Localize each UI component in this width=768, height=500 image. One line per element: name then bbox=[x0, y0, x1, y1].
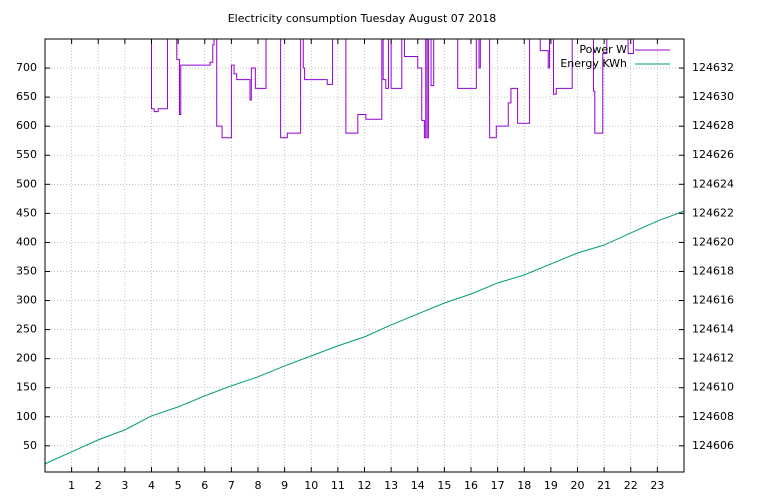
x-tick-label: 21 bbox=[597, 479, 611, 492]
x-tick-label: 22 bbox=[624, 479, 638, 492]
y2-tick-label: 124632 bbox=[692, 61, 734, 74]
x-tick-label: 1 bbox=[68, 479, 75, 492]
y-tick-label: 100 bbox=[16, 410, 37, 423]
legend-label: Energy KWh bbox=[560, 57, 627, 70]
x-tick-label: 17 bbox=[491, 479, 505, 492]
x-tick-label: 9 bbox=[281, 479, 288, 492]
grid bbox=[45, 39, 684, 472]
y-tick-label: 500 bbox=[16, 177, 37, 190]
x-tick-label: 4 bbox=[148, 479, 155, 492]
x-tick-label: 19 bbox=[544, 479, 558, 492]
y2-tick-label: 124618 bbox=[692, 264, 734, 277]
x-tick-label: 8 bbox=[255, 479, 262, 492]
y2-tick-label: 124616 bbox=[692, 294, 734, 307]
x-tick-label: 20 bbox=[571, 479, 585, 492]
y-tick-label: 600 bbox=[16, 119, 37, 132]
y2-tick-label: 124628 bbox=[692, 119, 734, 132]
x-tick-label: 14 bbox=[411, 479, 425, 492]
y-tick-label: 50 bbox=[23, 439, 37, 452]
x-tick-label: 5 bbox=[175, 479, 182, 492]
x-tick-label: 10 bbox=[304, 479, 318, 492]
y-tick-label: 250 bbox=[16, 323, 37, 336]
y-tick-label: 400 bbox=[16, 235, 37, 248]
y2-tick-label: 124630 bbox=[692, 90, 734, 103]
y-tick-label: 550 bbox=[16, 148, 37, 161]
y2-tick-label: 124608 bbox=[692, 410, 734, 423]
x-tick-label: 15 bbox=[437, 479, 451, 492]
y2-tick-label: 124614 bbox=[692, 323, 734, 336]
y-tick-label: 700 bbox=[16, 61, 37, 74]
x-tick-label: 23 bbox=[650, 479, 664, 492]
x-tick-label: 16 bbox=[464, 479, 478, 492]
x-tick-label: 2 bbox=[95, 479, 102, 492]
x-tick-label: 7 bbox=[228, 479, 235, 492]
y2-tick-label: 124622 bbox=[692, 206, 734, 219]
x-tick-label: 6 bbox=[201, 479, 208, 492]
series-line bbox=[151, 39, 634, 139]
legend-label: Power W bbox=[579, 43, 627, 56]
x-tick-label: 11 bbox=[331, 479, 345, 492]
y2-tick-label: 124624 bbox=[692, 177, 734, 190]
x-tick-label: 3 bbox=[121, 479, 128, 492]
y2-tick-label: 124610 bbox=[692, 381, 734, 394]
y-tick-label: 300 bbox=[16, 294, 37, 307]
y2-tick-label: 124612 bbox=[692, 352, 734, 365]
y-tick-label: 350 bbox=[16, 264, 37, 277]
plot-area bbox=[45, 39, 684, 465]
x-tick-label: 13 bbox=[384, 479, 398, 492]
y-tick-label: 150 bbox=[16, 381, 37, 394]
y2-tick-label: 124626 bbox=[692, 148, 734, 161]
x-tick-label: 18 bbox=[517, 479, 531, 492]
y-tick-label: 450 bbox=[16, 206, 37, 219]
y2-tick-label: 124620 bbox=[692, 235, 734, 248]
y2-tick-label: 124606 bbox=[692, 439, 734, 452]
y-tick-label: 200 bbox=[16, 352, 37, 365]
x-tick-label: 12 bbox=[358, 479, 372, 492]
series-line bbox=[45, 210, 684, 465]
y-tick-label: 650 bbox=[16, 90, 37, 103]
chart-title: Electricity consumption Tuesday August 0… bbox=[228, 12, 497, 25]
